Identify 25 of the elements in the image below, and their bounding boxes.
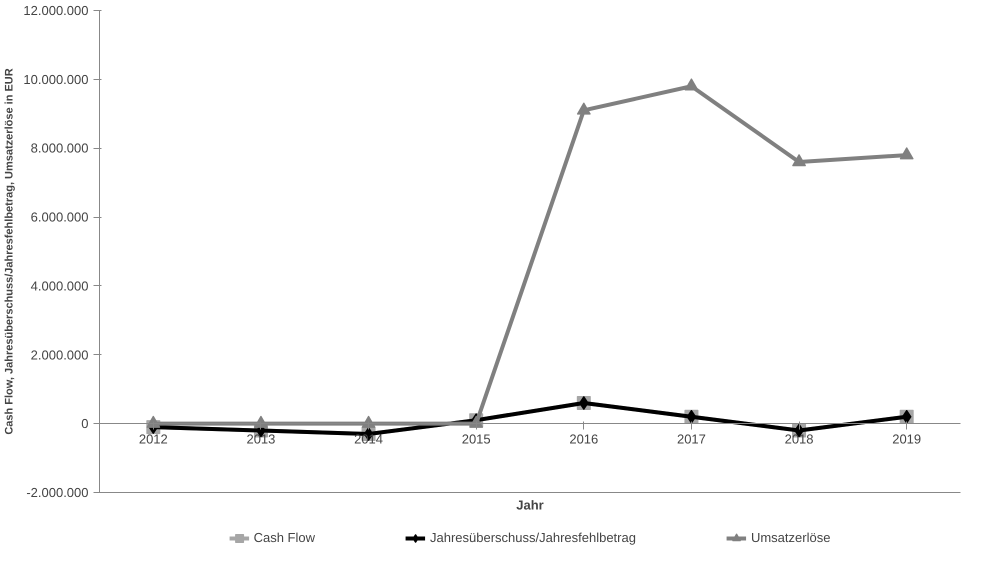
y-tick-label: 8.000.000 [30, 140, 89, 156]
x-tick-label: 2019 [892, 432, 922, 447]
y-tick-label: 12.000.000 [23, 3, 89, 18]
x-tick-label: 2017 [676, 432, 706, 447]
x-tick-label: 2015 [462, 432, 491, 447]
y-axis-title: Cash Flow, Jahresüberschuss/Jahresfehlbetrag, Umsatzerlöse in EUR [3, 68, 16, 435]
legend-label: Cash Flow [254, 530, 315, 545]
y-tick-label: 0 [81, 416, 89, 432]
y-tick-label: 4.000.000 [30, 278, 89, 294]
x-axis-title: Jahr [516, 498, 544, 512]
y-tick-label: 6.000.000 [30, 210, 89, 225]
legend-label: Umsatzerlöse [750, 530, 830, 545]
point [576, 102, 591, 115]
y-tick-label: 2.000.000 [30, 347, 89, 362]
x-tick-label: 2016 [569, 432, 598, 447]
point [792, 154, 806, 166]
x-tick-label: 2018 [784, 432, 814, 447]
x-tick-label: 2014 [354, 432, 384, 447]
x-tick-label: 2013 [246, 432, 276, 447]
point [900, 147, 914, 160]
x-tick-label: 2012 [138, 432, 168, 447]
y-tick-label: 10.000.000 [23, 72, 89, 87]
y-tick-label: -2.000.000 [26, 485, 89, 500]
point [684, 78, 698, 90]
legend-label: Jahresüberschuss/Jahresfehlbetrag [430, 530, 636, 545]
